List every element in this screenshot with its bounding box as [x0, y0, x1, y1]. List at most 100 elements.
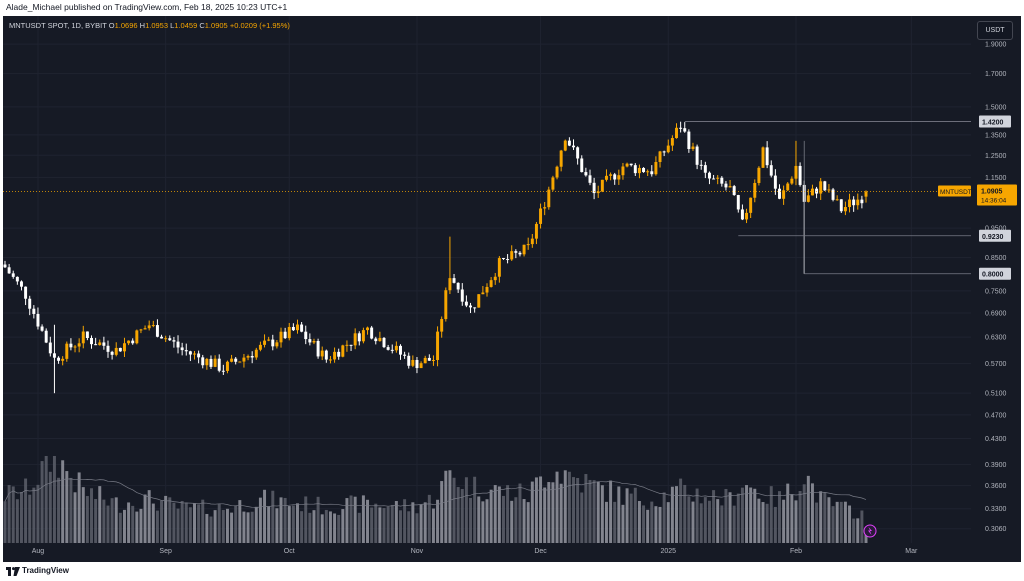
candle-down: [695, 146, 699, 165]
volume-bar: [328, 511, 332, 543]
volume-bar: [815, 502, 819, 543]
volume-bar: [675, 486, 678, 543]
replay-icon[interactable]: [863, 524, 877, 538]
candle-up: [563, 140, 567, 151]
currency-button[interactable]: USDT: [977, 21, 1013, 40]
candle-down: [382, 337, 386, 348]
candle-down: [823, 181, 827, 191]
volume-bar: [279, 497, 283, 543]
price-tick-label: 0.5100: [985, 391, 1007, 398]
volume-bar: [555, 471, 559, 543]
volume-bar: [147, 490, 151, 543]
candle-up: [230, 358, 234, 362]
candle-up: [225, 361, 229, 371]
volume-bar: [831, 506, 835, 543]
volume-bar: [180, 500, 184, 543]
volume-bar: [300, 511, 304, 543]
candle-up: [761, 147, 765, 168]
volume-bar: [530, 481, 534, 543]
volume-bar: [456, 487, 460, 543]
volume-bar: [576, 477, 580, 543]
candle-up: [749, 197, 753, 213]
volume-bar: [481, 501, 485, 543]
price-tick-label: 0.3900: [985, 462, 1007, 469]
candle-up: [267, 339, 271, 341]
volume-bar: [168, 497, 172, 543]
candle-up: [600, 179, 604, 192]
volume-bar: [333, 513, 337, 543]
volume-bar: [102, 499, 106, 543]
volume-bar: [670, 486, 674, 543]
candle-down: [724, 183, 728, 188]
candle-up: [444, 290, 448, 320]
symbol-tag-label: MNTUSDT: [940, 189, 972, 196]
volume-bar: [786, 483, 790, 543]
volume-moving-average: [4, 478, 867, 508]
volume-bar: [267, 506, 271, 543]
price-tick-label: 0.6300: [985, 335, 1007, 342]
candle-up: [493, 276, 497, 281]
change-value: +0.0209 (+1.95%): [229, 21, 290, 30]
candle-up: [790, 178, 794, 184]
volume-bar: [24, 478, 28, 543]
candle-down: [773, 175, 777, 189]
current-price-badge: [977, 184, 1017, 206]
candle-up: [477, 294, 481, 308]
candle-up: [419, 363, 423, 369]
price-tick-label: 0.3300: [985, 506, 1007, 513]
candle-up: [728, 186, 732, 188]
candlestick-chart[interactable]: 1.9000 1.7000 1.5000 1.3500 1.2500 1.1500 0.95…: [3, 16, 1021, 562]
volume-bar: [337, 514, 341, 543]
price-tick-label: 1.7000: [985, 71, 1007, 78]
volume-bar: [642, 505, 646, 543]
candle-down: [650, 171, 654, 175]
volume-bar: [411, 502, 415, 543]
volume-bar: [436, 499, 440, 543]
volume-bar: [44, 456, 48, 543]
candle-down: [407, 355, 411, 366]
candle-down: [415, 359, 419, 369]
volume-bar: [127, 502, 131, 543]
volume-bar: [283, 497, 287, 543]
volume-bar: [65, 471, 69, 543]
candle-up: [147, 325, 151, 329]
volume-bar: [724, 488, 728, 543]
level-badge: [979, 267, 1011, 280]
volume-bar: [485, 499, 489, 543]
candle-down: [209, 358, 213, 367]
volume-bar: [423, 502, 427, 543]
chart-area[interactable]: 1.9000 1.7000 1.5000 1.3500 1.2500 1.1500 0.95…: [3, 16, 1021, 562]
price-axis-bg: [971, 16, 1021, 562]
candle-down: [15, 276, 19, 282]
candle-down: [403, 354, 407, 356]
candle-up: [366, 327, 370, 331]
volume-bar: [518, 483, 522, 543]
volume-bar: [370, 507, 374, 543]
volume-bar: [77, 472, 81, 543]
volume-bar: [695, 488, 699, 543]
candle-up: [559, 150, 563, 167]
volume-bar: [683, 484, 687, 543]
countdown-value: 14:36:04: [981, 198, 1007, 205]
candle-down: [740, 209, 744, 220]
price-axis: 1.9000 1.7000 1.5000 1.3500 1.2500 1.1500 0.95…: [938, 16, 1021, 562]
candle-down: [679, 127, 683, 129]
volume-bar: [90, 488, 93, 543]
candle-up: [497, 258, 501, 277]
candle-down: [155, 325, 159, 337]
candle-up: [333, 351, 337, 360]
volume-bar: [526, 502, 530, 543]
candle-down: [283, 331, 287, 339]
candle-down: [464, 301, 468, 306]
candle-up: [361, 330, 365, 342]
volume-bar: [98, 486, 102, 543]
candle-down: [852, 199, 856, 206]
volume-bar: [15, 499, 19, 543]
candle-down: [304, 331, 308, 340]
candle-down: [683, 128, 687, 132]
volume-bar: [238, 500, 242, 543]
candle-up: [193, 353, 196, 355]
high-value: 1.0953: [145, 21, 169, 30]
level-label: 0.9230: [982, 234, 1004, 241]
volume-bar: [287, 506, 291, 543]
